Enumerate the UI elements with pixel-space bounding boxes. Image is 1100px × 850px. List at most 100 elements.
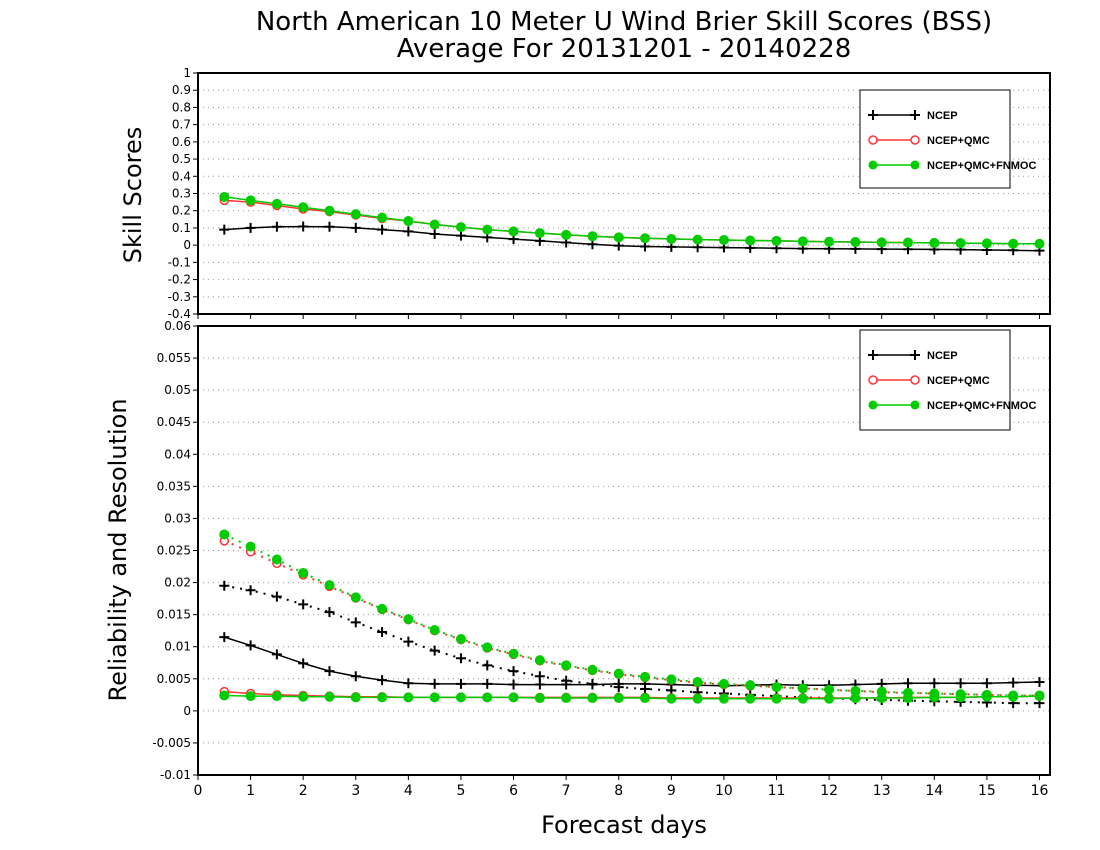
data-point: [324, 221, 335, 232]
x-tick-label: 8: [614, 783, 623, 799]
series-ncep-resolution: [219, 580, 1045, 709]
legend-marker: [910, 375, 920, 385]
data-point: [613, 232, 624, 243]
data-point: [955, 678, 966, 689]
data-point: [613, 668, 624, 679]
legend-marker: [868, 375, 878, 385]
data-point: [377, 603, 388, 614]
y-tick-label: 0.06: [164, 319, 191, 333]
data-point: [298, 202, 309, 213]
y-tick-label: 0.04: [164, 447, 191, 461]
y-tick-label: 0.055: [157, 351, 191, 365]
data-point: [534, 228, 545, 239]
y-tick-label: -0.005: [152, 736, 191, 750]
series-ncep-qmc: [219, 686, 1045, 703]
data-point: [929, 237, 940, 248]
data-point: [1008, 238, 1019, 249]
y-tick-label: 0.025: [157, 544, 191, 558]
series-ncep-qmc-fnmoc-resolution: [219, 529, 1045, 701]
data-point: [245, 585, 256, 596]
series-line: [223, 533, 1040, 697]
series-line: [224, 636, 1040, 687]
data-point: [508, 648, 519, 659]
data-point: [350, 617, 361, 628]
legend-marker: [868, 350, 878, 360]
y-tick-label: 1: [183, 66, 191, 80]
x-tick-label: 7: [562, 783, 571, 799]
plot-frame: [197, 325, 1051, 776]
data-point: [876, 686, 887, 697]
data-point: [219, 632, 230, 643]
data-point: [666, 693, 677, 704]
top-y-axis-label: Skill Scores: [119, 127, 147, 264]
data-point: [324, 666, 335, 677]
series-ncep: [219, 632, 1045, 691]
y-tick-label: 0.035: [157, 479, 191, 493]
data-point: [429, 645, 440, 656]
panel-skill-scores: 1 0.9 0.8 0.7 0.6 0.5 0.4 0.3 0.2 0.1 0 -0.1 -0.2 -0.…: [168, 66, 1051, 321]
data-point: [666, 674, 677, 685]
data-point: [534, 693, 545, 704]
y-tick-label: 0.05: [164, 383, 191, 397]
data-point: [1008, 677, 1019, 688]
y-tick-label: 0.7: [172, 118, 191, 132]
y-tick-label: 0.9: [172, 83, 191, 97]
data-point: [876, 237, 887, 248]
data-point: [981, 689, 992, 700]
y-tick-label: -0.2: [168, 273, 191, 287]
data-point: [245, 691, 256, 702]
data-point: [455, 634, 466, 645]
data-point: [692, 693, 703, 704]
data-point: [403, 614, 414, 625]
legend-marker: [910, 135, 920, 145]
data-point: [324, 580, 335, 591]
legend-marker: [868, 160, 878, 170]
data-point: [271, 221, 282, 232]
data-point: [587, 231, 598, 242]
data-point: [429, 678, 440, 689]
data-point: [561, 660, 572, 671]
data-point: [377, 626, 388, 637]
data-point: [403, 216, 414, 227]
data-point: [508, 679, 519, 690]
legend-marker: [868, 135, 878, 145]
data-point: [245, 195, 256, 206]
legend-label: NCEP: [927, 350, 958, 362]
y-tick-label: -0.1: [168, 255, 191, 269]
data-point: [377, 212, 388, 223]
data-point: [534, 679, 545, 690]
data-point: [455, 692, 466, 703]
data-point: [298, 221, 309, 232]
data-point: [377, 692, 388, 703]
data-point: [613, 693, 624, 704]
data-point: [219, 690, 230, 701]
y-tick-label: 0.1: [172, 221, 191, 235]
data-point: [745, 235, 756, 246]
y-tick-label: 0.3: [172, 187, 191, 201]
data-point: [403, 226, 414, 237]
data-point: [455, 678, 466, 689]
series-ncep-qmc: [219, 195, 1045, 249]
data-point: [640, 671, 651, 682]
y-tick-label: 0.02: [164, 576, 191, 590]
data-point: [1034, 676, 1045, 687]
data-point: [403, 678, 414, 689]
data-point: [298, 599, 309, 610]
legend-label: NCEP: [927, 110, 958, 122]
data-point: [298, 658, 309, 669]
data-point: [455, 222, 466, 233]
y-tick-label: 0.4: [172, 169, 191, 183]
data-point: [403, 692, 414, 703]
data-point: [350, 222, 361, 233]
legend-label: NCEP+QMC+FNMOC: [927, 400, 1036, 412]
y-tick-label: 0.01: [164, 640, 191, 654]
data-point: [771, 235, 782, 246]
x-tick-label: 1: [246, 783, 255, 799]
data-point: [482, 224, 493, 235]
data-point: [350, 209, 361, 220]
x-tick-label: 13: [873, 783, 891, 799]
y-tick-label: 0.6: [172, 135, 191, 149]
y-tick-label: -0.01: [160, 768, 191, 782]
series-ncep-qmc-fnmoc: [219, 191, 1045, 249]
